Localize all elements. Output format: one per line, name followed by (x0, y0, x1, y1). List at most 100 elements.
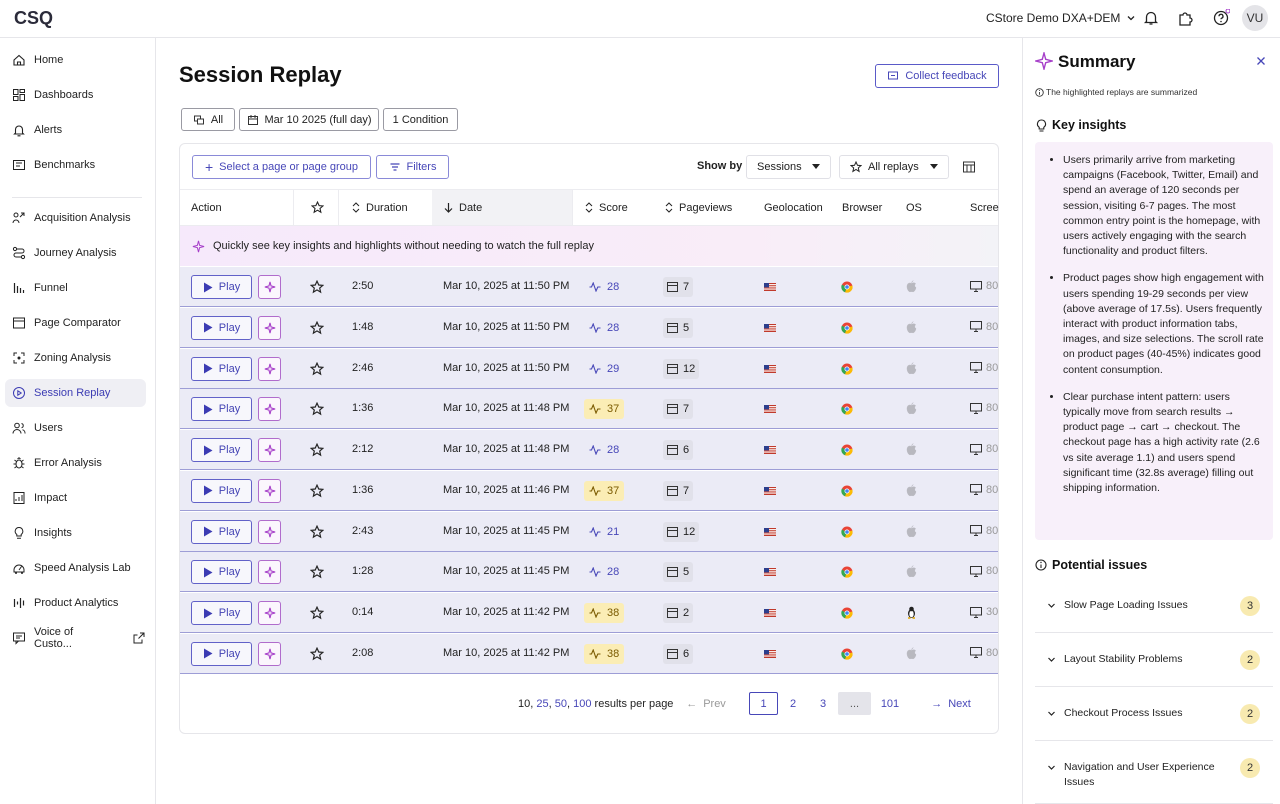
page-2-button[interactable]: 2 (789, 697, 797, 710)
play-button[interactable]: Play (191, 397, 252, 422)
play-button[interactable]: Play (191, 315, 252, 340)
sidebar-item-acquisition-analysis[interactable]: Acquisition Analysis (5, 204, 146, 232)
ai-summary-button[interactable] (258, 560, 281, 585)
duration-cell: 2:50 (352, 280, 374, 292)
close-icon[interactable] (1256, 56, 1266, 66)
ai-summary-button[interactable] (258, 641, 281, 666)
ai-summary-button[interactable] (258, 519, 281, 544)
star-icon[interactable] (310, 606, 324, 620)
ai-summary-button[interactable] (258, 478, 281, 503)
sidebar-item-alerts[interactable]: Alerts (5, 116, 146, 144)
play-button[interactable]: Play (191, 519, 252, 544)
play-button[interactable]: Play (191, 438, 252, 462)
sidebar-item-journey-analysis[interactable]: Journey Analysis (5, 239, 146, 267)
help-icon[interactable] (1212, 9, 1230, 27)
per-page-option[interactable]: 100 (573, 698, 592, 710)
bell-icon[interactable] (1142, 9, 1160, 27)
per-page-option[interactable]: 10 (518, 698, 531, 710)
column-pageviews[interactable]: Pageviews (665, 190, 732, 225)
star-icon[interactable] (310, 280, 324, 294)
sidebar-item-speed-analysis-lab[interactable]: Speed Analysis Lab (5, 554, 146, 582)
table-row[interactable]: Play 0:14 Mar 10, 2025 at 11:42 PM 38 2 … (180, 593, 998, 633)
filters-button[interactable]: Filters (376, 155, 449, 179)
issue-item[interactable]: Navigation and User Experience Issues 2 (1035, 747, 1273, 804)
sidebar-item-session-replay[interactable]: Session Replay (5, 379, 146, 407)
date-chip[interactable]: Mar 10 2025 (full day) (239, 108, 379, 131)
sidebar-item-product-analytics[interactable]: Product Analytics (5, 589, 146, 617)
avatar[interactable]: VU (1242, 5, 1268, 31)
star-icon[interactable] (310, 565, 324, 579)
issue-item[interactable]: Slow Page Loading Issues 3 (1035, 585, 1273, 633)
table-row[interactable]: Play 1:48 Mar 10, 2025 at 11:50 PM 28 5 … (180, 307, 998, 348)
segment-chip[interactable]: All (181, 108, 235, 131)
us-flag-icon (764, 364, 776, 373)
puzzle-icon[interactable] (1177, 9, 1195, 27)
ai-summary-button[interactable] (258, 438, 281, 462)
sidebar-item-impact[interactable]: Impact (5, 484, 146, 512)
conditions-chip[interactable]: 1 Condition (383, 108, 458, 131)
sidebar-item-error-analysis[interactable]: Error Analysis (5, 449, 146, 477)
play-button[interactable]: Play (191, 641, 252, 666)
table-row[interactable]: Play 1:36 Mar 10, 2025 at 11:48 PM 37 7 … (180, 389, 998, 430)
table-row[interactable]: Play 2:50 Mar 10, 2025 at 11:50 PM 28 7 … (180, 267, 998, 307)
play-button[interactable]: Play (191, 275, 252, 299)
sidebar-item-zoning-analysis[interactable]: Zoning Analysis (5, 344, 146, 372)
sidebar-item-home[interactable]: Home (5, 46, 146, 74)
table-row[interactable]: Play 2:08 Mar 10, 2025 at 11:42 PM 38 6 … (180, 633, 998, 674)
ai-summary-button[interactable] (258, 601, 281, 625)
replays-select[interactable]: All replays (839, 155, 949, 179)
per-page-option[interactable]: 50 (554, 698, 567, 710)
columns-icon[interactable] (962, 160, 976, 174)
table-row[interactable]: Play 2:46 Mar 10, 2025 at 11:50 PM 29 12… (180, 348, 998, 389)
table-row[interactable]: Play 1:28 Mar 10, 2025 at 11:45 PM 28 5 … (180, 552, 998, 593)
sidebar-item-users[interactable]: Users (5, 414, 146, 442)
table-row[interactable]: Play 2:12 Mar 10, 2025 at 11:48 PM 28 6 … (180, 430, 998, 470)
play-button[interactable]: Play (191, 478, 252, 503)
table-row[interactable]: Play 2:43 Mar 10, 2025 at 11:45 PM 21 12… (180, 511, 998, 552)
sidebar-item-voice-of-custo[interactable]: Voice of Custo... (5, 624, 146, 652)
star-icon[interactable] (310, 443, 324, 457)
workspace-selector[interactable]: CStore Demo DXA+DEM (986, 11, 1136, 25)
duration-cell: 1:36 (352, 483, 374, 496)
column-favorite[interactable] (311, 190, 324, 225)
table-row[interactable]: Play 1:36 Mar 10, 2025 at 11:46 PM 37 7 … (180, 470, 998, 511)
column-duration[interactable]: Duration (352, 190, 408, 225)
ai-summary-button[interactable] (258, 315, 281, 340)
ai-summary-button[interactable] (258, 356, 281, 381)
show-by-select[interactable]: Sessions (746, 155, 831, 179)
star-icon[interactable] (310, 320, 324, 335)
column-score[interactable]: Score (585, 190, 628, 225)
star-icon[interactable] (310, 524, 324, 539)
score-badge: 28 (584, 318, 624, 338)
sidebar-item-page-comparator[interactable]: Page Comparator (5, 309, 146, 337)
prev-page-button[interactable]: ← Prev (686, 697, 726, 710)
star-icon[interactable] (310, 483, 324, 498)
per-page-option[interactable]: 25 (536, 698, 549, 710)
issue-item[interactable]: Layout Stability Problems 2 (1035, 639, 1273, 687)
sidebar-item-insights[interactable]: Insights (5, 519, 146, 547)
play-button[interactable]: Play (191, 560, 252, 585)
column-date[interactable]: Date (432, 190, 572, 225)
collect-feedback-button[interactable]: Collect feedback (875, 64, 999, 88)
csq-logo[interactable]: CSQ (14, 8, 54, 28)
page-101-button[interactable]: 101 (880, 697, 900, 710)
next-page-button[interactable]: → Next (931, 697, 971, 710)
arrow-left-icon: ← (686, 697, 698, 710)
play-button[interactable]: Play (191, 356, 252, 381)
ai-summary-button[interactable] (258, 275, 281, 299)
sidebar-item-funnel[interactable]: Funnel (5, 274, 146, 302)
ai-summary-button[interactable] (258, 397, 281, 422)
star-icon[interactable] (310, 646, 324, 661)
activity-icon (589, 485, 601, 496)
star-icon[interactable] (310, 361, 324, 376)
chrome-icon (841, 403, 853, 415)
page-1-button[interactable]: 1 (749, 692, 778, 715)
us-flag-icon (764, 568, 776, 577)
sidebar-item-dashboards[interactable]: Dashboards (5, 81, 146, 109)
select-page-button[interactable]: + Select a page or page group (192, 155, 371, 179)
play-button[interactable]: Play (191, 601, 252, 625)
star-icon[interactable] (310, 402, 324, 416)
sidebar-item-benchmarks[interactable]: Benchmarks (5, 151, 146, 179)
page-3-button[interactable]: 3 (819, 697, 827, 710)
issue-item[interactable]: Checkout Process Issues 2 (1035, 693, 1273, 741)
